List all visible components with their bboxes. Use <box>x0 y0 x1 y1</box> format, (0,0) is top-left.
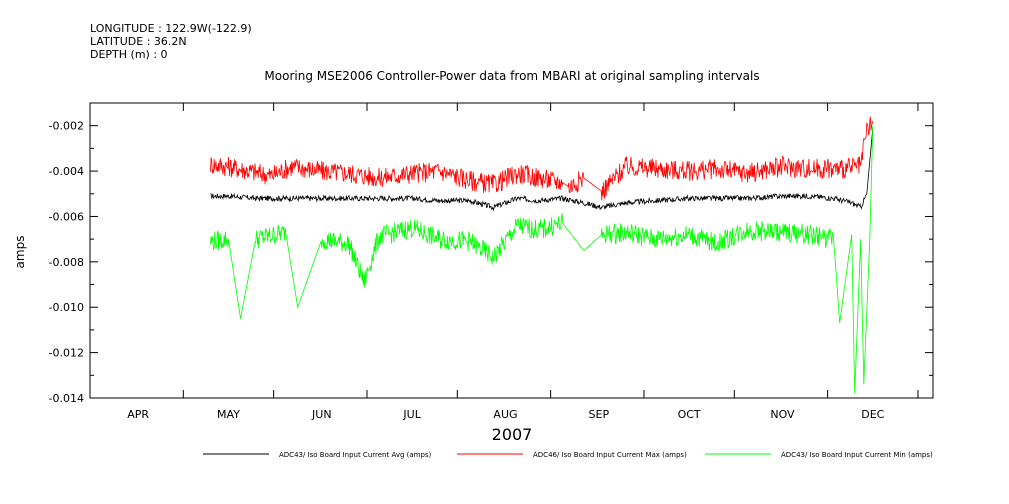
y-ticks: -0.002 -0.004 -0.006 -0.008 -0.010 -0.012 -0.0… <box>49 120 933 405</box>
x-tick-label: MAY <box>217 408 240 421</box>
plot-frame <box>89 102 934 399</box>
chart-title: Mooring MSE2006 Controller-Power data fr… <box>264 69 759 83</box>
x-tick-label: NOV <box>770 408 795 421</box>
latitude-text: LATITUDE : 36.2N <box>90 35 187 48</box>
y-tick-label: -0.002 <box>49 120 84 133</box>
x-ticks: APR MAY JUN JUL AUG SEP OCT NOV DEC <box>127 103 919 421</box>
x-tick-label: JUL <box>402 408 421 421</box>
x-tick-label: AUG <box>493 408 517 421</box>
depth-text: DEPTH (m) : 0 <box>90 48 168 61</box>
x-tick-label: JUN <box>311 408 332 421</box>
series-line-1 <box>210 127 874 212</box>
series-line-3 <box>210 125 874 394</box>
legend-label-3: ADC43/ Iso Board Input Current Min (amps… <box>781 451 933 459</box>
y-tick-label: -0.010 <box>49 301 84 314</box>
y-tick-label: -0.006 <box>49 210 84 223</box>
x-tick-label: SEP <box>589 408 610 421</box>
legend: ADC43/ Iso Board Input Current Avg (amps… <box>203 451 933 459</box>
series-layer <box>210 116 874 394</box>
x-tick-label: APR <box>127 408 149 421</box>
series-line-2 <box>210 116 874 201</box>
y-tick-label: -0.004 <box>49 165 84 178</box>
legend-label-1: ADC43/ Iso Board Input Current Avg (amps… <box>279 451 432 459</box>
longitude-text: LONGITUDE : 122.9W(-122.9) <box>90 22 252 35</box>
y-tick-label: -0.014 <box>49 392 84 405</box>
y-tick-label: -0.012 <box>49 347 84 360</box>
y-tick-label: -0.008 <box>49 256 84 269</box>
metadata-block: LONGITUDE : 122.9W(-122.9) LATITUDE : 36… <box>90 22 252 61</box>
x-tick-label: OCT <box>678 408 701 421</box>
legend-label-2: ADC46/ Iso Board Input Current Max (amps… <box>533 451 687 459</box>
x-axis-label: 2007 <box>492 425 533 444</box>
x-tick-label: DEC <box>861 408 884 421</box>
y-axis-label: amps <box>13 236 27 269</box>
